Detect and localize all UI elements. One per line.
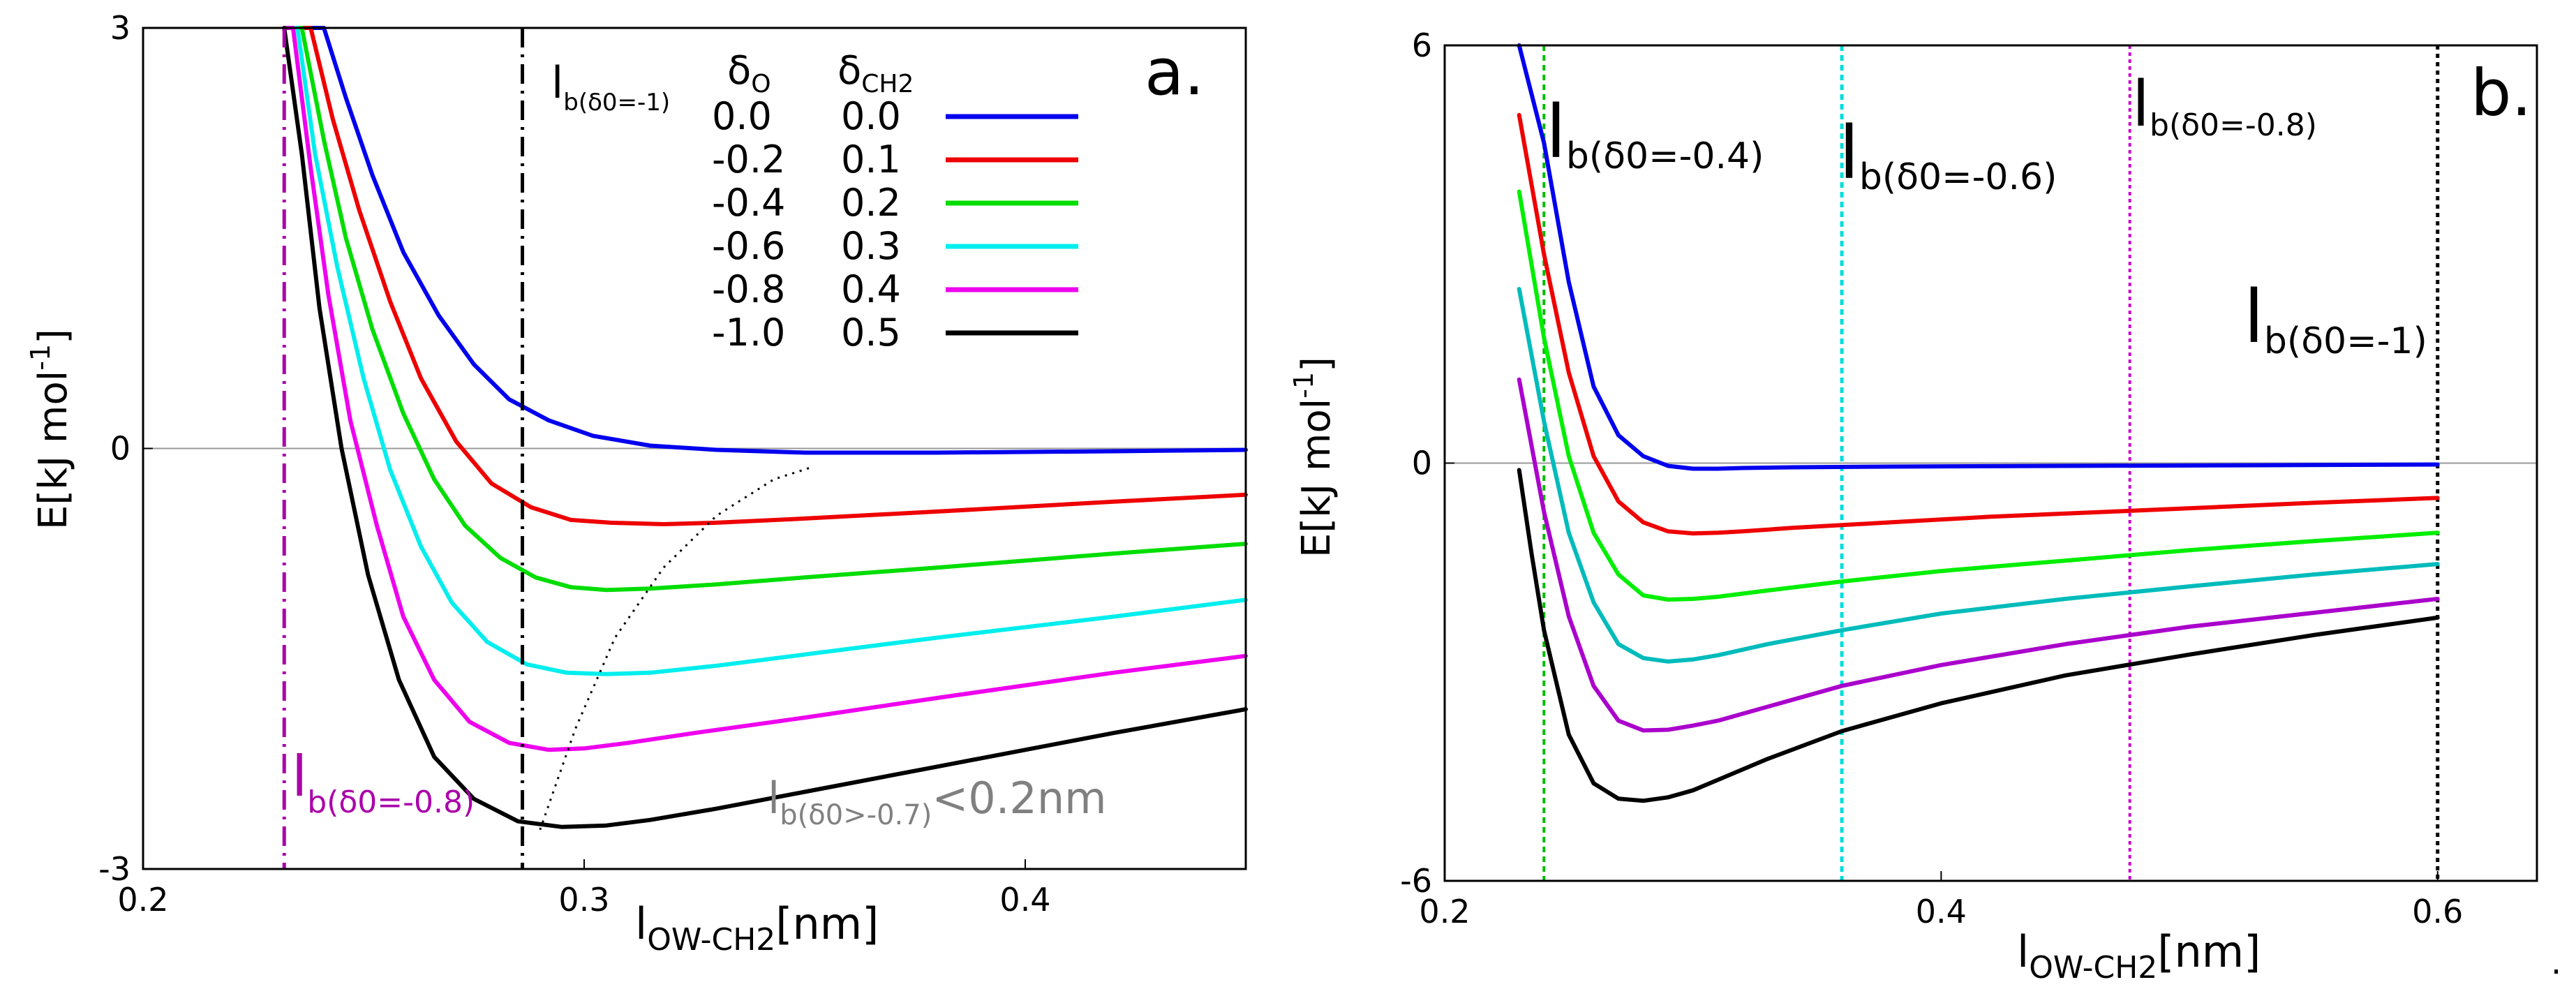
legend-header-delta-o-sub: O <box>751 70 770 98</box>
vline-label-black-sub: b(δ0=-1) <box>563 89 670 117</box>
vline-label-purple: lb(δ0=-0.8) <box>292 744 475 820</box>
tick-group: 0.2 0.3 0.430-3 <box>98 9 1050 919</box>
y-axis-label-main: E[kJ mol <box>1294 399 1339 558</box>
curve-group <box>1517 43 2440 803</box>
legend-header-delta-ch2-sub: CH2 <box>861 70 914 98</box>
x-axis-label-main: l <box>635 898 647 949</box>
legend-header-delta-ch2-main: δ <box>837 48 861 94</box>
vline-label-cyan-sub: b(δ0=-0.6) <box>1859 156 2057 198</box>
x-tick-label: 0.4 <box>1916 893 1967 930</box>
series-line-2 <box>1517 112 2440 536</box>
series-line-5 <box>1517 377 2440 733</box>
vline-label-magenta-main: l <box>2132 68 2150 141</box>
legend-delta-o-value: -0.6 <box>712 224 785 268</box>
vline-label-green-main: l <box>1546 89 1566 174</box>
vline-label-black-sub: b(δ0=-1) <box>2264 320 2427 362</box>
x-axis-label-unit: [nm] <box>2157 926 2261 977</box>
annotation-gray-tail: <0.2nm <box>932 773 1106 824</box>
series-line-6 <box>1517 468 2440 803</box>
x-axis-label-unit: [nm] <box>775 898 879 949</box>
vline-label-magenta-sub: b(δ0=-0.8) <box>2150 107 2317 143</box>
x-axis-label-sub: OW-CH2 <box>647 922 775 958</box>
vline-label-purple-sub: b(δ0=-0.8) <box>307 785 475 820</box>
legend-delta-o-value: -0.4 <box>712 181 785 225</box>
y-tick-label: 3 <box>110 9 131 47</box>
series-line-1 <box>1517 43 2440 471</box>
x-tick-label: 0.4 <box>999 881 1050 919</box>
y-tick-label: 0 <box>110 430 131 468</box>
series-line-5 <box>282 26 1248 752</box>
vline-label-black: lb(δ0=-1) <box>2244 274 2427 362</box>
y-axis-label-sup: -1 <box>25 344 56 371</box>
panel-a: 0.2 0.3 0.430-3 E[kJ mol-1] lOW-CH2[nm] a.… <box>25 9 1248 958</box>
x-tick-label: 0.6 <box>2412 893 2463 930</box>
series-line-3 <box>1517 189 2440 602</box>
trailing-mark: . <box>2551 943 2561 982</box>
legend-delta-o-value: -1.0 <box>712 311 785 355</box>
legend-delta-ch2-value: 0.0 <box>841 94 901 138</box>
legend-delta-ch2-value: 0.2 <box>841 181 901 225</box>
legend-delta-o-value: -0.2 <box>712 138 785 181</box>
y-axis-label: E[kJ mol-1] <box>25 329 76 530</box>
panel-label-a: a. <box>1145 35 1205 110</box>
series-line-3 <box>282 26 1248 593</box>
y-axis-label: E[kJ mol-1] <box>1288 357 1339 558</box>
x-axis-label: lOW-CH2[nm] <box>2017 926 2261 986</box>
legend: δO δCH2 0.0 0.0-0.2 0.1-0.4 0.2-0.6 0.3-0.8 0… <box>712 48 1078 355</box>
legend-header-delta-ch2: δCH2 <box>837 48 914 98</box>
panel-b: 0.2 0.4 0.660-6 E[kJ mol-1] lOW-CH2[nm] b.… <box>1288 27 2538 986</box>
legend-delta-o-value: 0.0 <box>712 94 772 138</box>
legend-delta-ch2-value: 0.1 <box>841 138 901 181</box>
vline-label-magenta: lb(δ0=-0.8) <box>2132 68 2317 143</box>
legend-delta-ch2-value: 0.4 <box>841 267 901 311</box>
y-axis-label-main: E[kJ mol <box>31 371 76 530</box>
y-tick-label: -6 <box>1400 862 1432 900</box>
annotation-gray-main: l <box>768 773 780 824</box>
vline-label-black-main: l <box>2244 274 2264 359</box>
series-line-6 <box>282 26 1248 829</box>
x-axis-label-sub: OW-CH2 <box>2029 950 2157 986</box>
curve-group <box>282 26 1248 829</box>
series-line-4 <box>1517 287 2440 664</box>
legend-header-delta-o-main: δ <box>727 48 751 94</box>
legend-delta-o-value: -0.8 <box>712 267 785 311</box>
vline-label-cyan: lb(δ0=-0.6) <box>1839 110 2057 198</box>
y-axis-label-tail: ] <box>1294 357 1339 372</box>
x-axis-label: lOW-CH2[nm] <box>635 898 879 958</box>
tick-group: 0.2 0.4 0.6 6 0 -6 <box>1400 27 2463 930</box>
y-tick-label: 0 <box>1412 445 1432 482</box>
vline-label-black: lb(δ0=-1) <box>551 57 670 117</box>
vline-label-cyan-main: l <box>1839 110 1859 195</box>
annotation-gray-sub: b(δ0>-0.7) <box>780 799 932 831</box>
series-line-1 <box>282 26 1248 455</box>
series-line-4 <box>282 26 1248 676</box>
y-tick-label: -3 <box>98 850 131 888</box>
x-tick-label: 0.2 <box>1419 893 1470 930</box>
series-line-2 <box>282 26 1248 526</box>
x-axis-label-main: l <box>2017 926 2029 977</box>
x-tick-label: 0.2 <box>117 881 168 919</box>
y-axis-label-sup: -1 <box>1288 372 1319 399</box>
vline-label-purple-main: l <box>292 744 307 809</box>
x-tick-label: 0.3 <box>558 881 609 919</box>
vline-label-black-main: l <box>551 57 563 108</box>
reference-line-group <box>282 28 525 869</box>
y-tick-label: 6 <box>1412 27 1432 64</box>
annotation-gray: lb(δ0>-0.7)<0.2nm <box>768 773 1107 831</box>
vline-label-green-sub: b(δ0=-0.4) <box>1566 135 1764 177</box>
reference-line-group <box>1542 45 2440 881</box>
vline-label-green: lb(δ0=-0.4) <box>1546 89 1764 177</box>
panel-label-b: b. <box>2471 56 2532 131</box>
legend-header-delta-o: δO <box>727 48 771 98</box>
legend-delta-ch2-value: 0.5 <box>841 311 901 355</box>
legend-delta-ch2-value: 0.3 <box>841 224 901 268</box>
y-axis-label-tail: ] <box>31 329 76 344</box>
